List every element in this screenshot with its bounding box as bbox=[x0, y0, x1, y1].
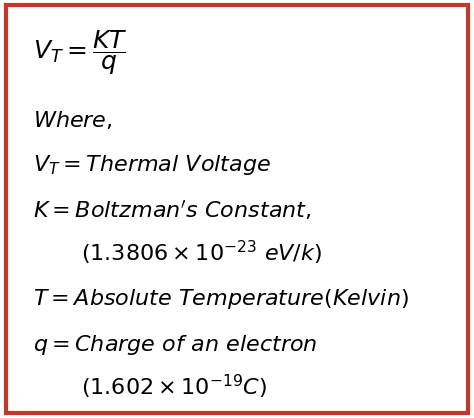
Text: $V_T = Thermal\ Voltage$: $V_T = Thermal\ Voltage$ bbox=[33, 153, 271, 177]
Text: $K = Boltzman's\ Constant,$: $K = Boltzman's\ Constant,$ bbox=[33, 199, 311, 223]
Text: $V_T = \dfrac{KT}{q}$: $V_T = \dfrac{KT}{q}$ bbox=[33, 28, 128, 76]
Text: $T = Absolute\ Temperature(Kelvin)$: $T = Absolute\ Temperature(Kelvin)$ bbox=[33, 287, 409, 311]
Text: $(1.602 \times 10^{-19}C)$: $(1.602 \times 10^{-19}C)$ bbox=[81, 372, 266, 401]
Text: $Where,$: $Where,$ bbox=[33, 110, 113, 132]
Text: $(1.3806 \times 10^{-23}\ eV/k)$: $(1.3806 \times 10^{-23}\ eV/k)$ bbox=[81, 239, 322, 267]
Text: $q = Charge\ of\ an\ electron$: $q = Charge\ of\ an\ electron$ bbox=[33, 333, 318, 357]
